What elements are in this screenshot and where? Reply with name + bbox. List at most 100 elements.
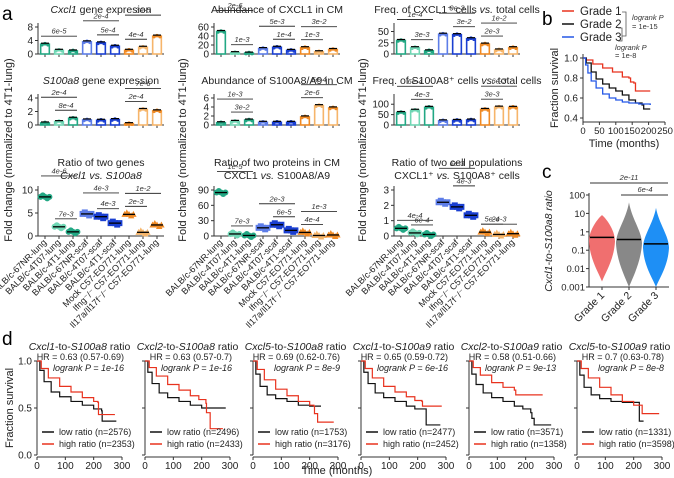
chart-title-part: ratio: [107, 341, 131, 353]
pvalue-label: 4e-4: [407, 211, 422, 220]
x-tick-label: 250: [657, 126, 673, 137]
y-tick-label: 25: [378, 38, 390, 49]
chart-title-part: S100a9: [611, 341, 647, 353]
logrank-label: = 1e-8: [615, 51, 636, 60]
y-tick-label: 100: [372, 100, 389, 111]
x-tick-label: 0: [250, 461, 256, 472]
y-tick-label: 0.01: [567, 264, 586, 275]
bar: [215, 30, 227, 55]
legend-label-high: high ratio (n=2452): [383, 439, 459, 449]
pvalue-label: 3e-3: [484, 90, 500, 99]
pvalue-label: 6e-4: [637, 185, 652, 194]
legend-label-low: low ratio (n=1753): [275, 427, 347, 437]
bar: [507, 106, 519, 126]
chart-title-part: Abundance of: [201, 75, 269, 87]
x-tick-label: 300: [654, 461, 671, 472]
pvalue-label: 5e-4: [100, 25, 115, 34]
chart-title: Freq. of S100A8⁺ cells vs. total cells: [373, 75, 542, 87]
y-axis-label: Fraction survival: [549, 48, 561, 128]
chart-title-part: -to-: [163, 341, 179, 353]
logrank-p: logrank P = 8e-8: [598, 363, 664, 373]
data-point: [410, 46, 414, 50]
chart-title: Abundance of S100A8/A9 in CM: [201, 75, 352, 87]
x-tick-label: 300: [438, 461, 455, 472]
pvalue-label: 5e-3: [269, 17, 285, 26]
km-curve-high: [469, 360, 543, 396]
bar: [313, 104, 325, 126]
y-tick-label: 0.8: [564, 74, 578, 85]
x-tick-label: 300: [222, 461, 239, 472]
chart-title-part: -to-: [379, 341, 395, 353]
km-curve-low: [145, 360, 226, 409]
pvalue-label: 1e-3: [234, 35, 250, 44]
chart-title-part: ⁺: [447, 4, 453, 16]
panel-label-c: c: [542, 162, 552, 183]
chart-title-part: -to-: [55, 341, 71, 353]
legend-label-low: low ratio (n=2496): [167, 427, 239, 437]
data-point: [472, 37, 476, 41]
legend-label-high: high ratio (n=3598): [599, 439, 674, 449]
legend-label: Grade 1: [580, 6, 622, 18]
pvalue-label: 7e-3: [58, 209, 74, 218]
y-tick-label: 0: [203, 50, 209, 61]
chart-title-part: Ratio of two genes: [58, 157, 145, 169]
subtitle-part: S100A8/A9: [274, 170, 330, 182]
x-tick-label: 0: [574, 461, 580, 472]
logrank-label: logrank P: [632, 13, 664, 22]
logrank-bracket: [622, 11, 627, 37]
y-tick-label: 50: [378, 27, 390, 38]
km-curve-high: [145, 360, 223, 430]
pvalue-label: 2e-4: [50, 88, 66, 97]
chart-title-part: Freq. of S100A8: [373, 75, 450, 87]
chart-title: Cxcl5-to-S100a8 ratio: [245, 341, 347, 353]
legend-label: Grade 3: [580, 32, 622, 44]
x-tick-label: 100: [165, 461, 182, 472]
km-curve-high: [253, 360, 334, 423]
violin-body: [589, 215, 615, 282]
km-curve-low: [37, 360, 117, 422]
pvalue-label: 7e-3: [234, 216, 250, 225]
chart-title-part: -to-: [487, 341, 503, 353]
chart-title-part: -to-: [595, 341, 611, 353]
logrank-p: logrank P = 6e-16: [377, 363, 448, 373]
km-curve-low: [361, 360, 441, 426]
chart-d-km-5: Cxcl2-to-S100a9 ratio 0 100 200 300 HR = 0.58…: [461, 341, 567, 472]
y-tick-label: 0: [203, 121, 209, 132]
y-tick-label: 0: [383, 232, 389, 243]
chart-title-part: Freq. of CXCL1: [374, 4, 447, 16]
y-tick-label: 2: [203, 112, 209, 123]
pvalue-label: 3e-2: [456, 17, 472, 26]
data-point: [152, 34, 156, 39]
pvalue-label: 2e-3: [268, 194, 285, 203]
pvalue-label: 6e-4: [311, 75, 326, 84]
pvalue-label: 6e-3: [491, 77, 507, 86]
y-tick-label: 60: [198, 201, 210, 212]
chart-title-part: S100a8: [43, 75, 79, 87]
chart-title-part: Cxcl5: [245, 341, 271, 353]
chart-a-freq-s100a8: Freq. of S100A8⁺ cells vs. total cells 05…: [372, 75, 541, 132]
x-tick-label: 200: [517, 461, 534, 472]
x-tick-label: 100: [608, 126, 624, 137]
pvalue-label: 2e-3: [483, 27, 500, 36]
bar: [137, 108, 149, 126]
chart-title-part: Cxcl5: [569, 341, 595, 353]
y-tick-label: 50: [378, 110, 390, 121]
y-tick-label: 0.001: [561, 283, 585, 294]
pvalue-label: 6e-3: [449, 159, 465, 168]
y-tick-label: 4: [27, 36, 33, 47]
x-tick-label: 100: [489, 461, 506, 472]
chart-title-part: Cxcl1: [353, 341, 379, 353]
legend-label: Grade 2: [580, 19, 622, 31]
y-tick-label: 0.4: [564, 114, 578, 125]
pvalue-label: 2e-4: [92, 11, 108, 20]
chart-title-part: Abundance of CXCL1 in CM: [211, 4, 343, 16]
y-axis-label: Cxcl1-to-S100a8 ratio: [543, 190, 555, 292]
pvalue-label: 3e-2: [311, 17, 327, 26]
panel-label-b: b: [542, 9, 553, 30]
y-tick-label: 10: [22, 186, 34, 197]
y-tick-label: 0.6: [564, 94, 578, 105]
chart-title: Ratio of two proteins in CM: [214, 157, 340, 169]
y-tick-label: 3: [383, 186, 389, 197]
